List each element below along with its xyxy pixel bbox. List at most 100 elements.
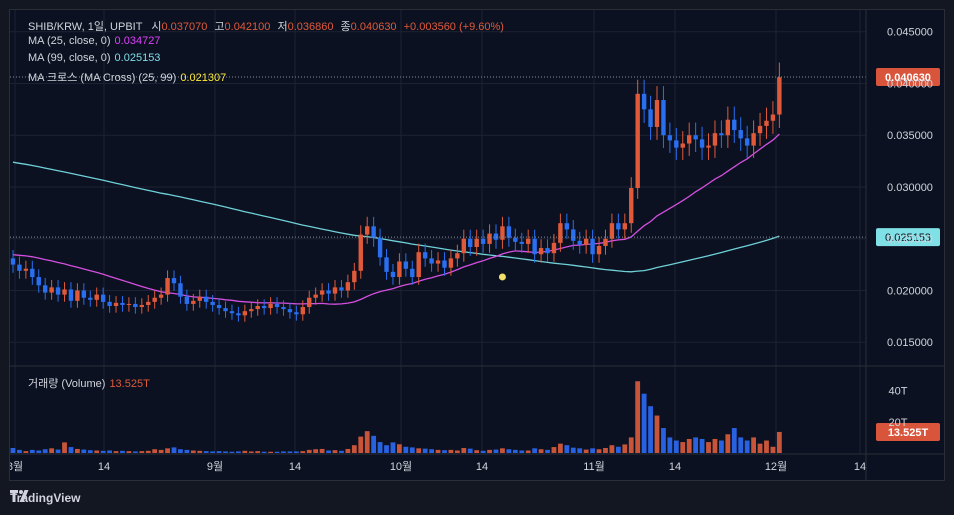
candle-body (81, 290, 87, 298)
ma99-label: MA (99, close, 0) (28, 52, 111, 64)
ma25-legend[interactable]: MA (25, close, 0) 0.034727 (28, 35, 160, 47)
candle-body (319, 290, 325, 295)
high-label: 고 (214, 21, 225, 33)
candle-body (403, 261, 409, 269)
ma25-value: 0.034727 (114, 35, 161, 47)
low-value: 0.036860 (287, 21, 334, 33)
candle-body (371, 226, 376, 238)
volume-bar (706, 442, 711, 453)
candle-body (126, 303, 132, 305)
candle-body (358, 234, 363, 271)
candle-body (120, 302, 125, 305)
volume-bar (429, 449, 434, 453)
y-tick-label: 0.020000 (887, 285, 933, 297)
volume-bar (403, 446, 409, 453)
volume-bar (590, 448, 595, 453)
volume-bar (448, 449, 454, 453)
volume-tag-label: 13.525T (888, 427, 929, 439)
volume-bar (203, 451, 209, 453)
candle-body (307, 297, 312, 308)
candle-body (326, 290, 331, 294)
volume-bar (326, 450, 331, 453)
y-tick-label: 0.035000 (887, 130, 933, 142)
volume-bar (229, 451, 235, 453)
candle-body (268, 303, 273, 309)
volume-bar (364, 431, 370, 453)
volume-bar (603, 448, 608, 453)
candle-body (204, 296, 209, 302)
low-label: 저 (277, 21, 288, 33)
volume-bar (274, 451, 280, 453)
candle-body (680, 143, 685, 148)
last-price-tag-label: 0.040630 (885, 72, 931, 84)
volume-bar (152, 449, 158, 453)
candle-body (255, 306, 260, 310)
candle-body (538, 248, 544, 255)
volume-bar (493, 449, 499, 453)
candle-body (17, 264, 22, 271)
candle-body (551, 242, 557, 254)
volume-bar (435, 449, 441, 453)
volume-bar (635, 381, 641, 453)
candle-body (68, 289, 74, 301)
candle-body (294, 312, 299, 315)
candle-body (229, 311, 235, 314)
ma25-line (12, 133, 780, 305)
candle-body (184, 296, 190, 304)
volume-bar (197, 450, 203, 453)
candle-body (667, 135, 673, 141)
candle-body (500, 226, 505, 240)
ma99-price-tag-label: 0.025153 (885, 232, 931, 244)
candle-body (641, 93, 647, 110)
candle-body (635, 93, 640, 189)
candle-body (770, 114, 776, 121)
candle-body (274, 303, 280, 308)
candle-body (249, 309, 254, 312)
candle-body (313, 294, 318, 298)
volume-bar (281, 451, 286, 453)
high-value: 0.042100 (224, 21, 271, 33)
volume-bar (36, 450, 42, 453)
volume-bar (68, 447, 74, 453)
ma25-layer (12, 133, 780, 305)
candle-body (377, 237, 383, 258)
volume-tick-label: 40T (889, 386, 908, 398)
ma-cross-legend[interactable]: MA 크로스 (MA Cross) (25, 99) 0.021307 (28, 69, 226, 85)
volume-legend[interactable]: 거래량 (Volume) 13.525T (28, 375, 150, 391)
volume-bar (654, 415, 660, 453)
volume-bar (480, 450, 486, 453)
chart-canvas[interactable]: 0.040630 0.025153 13.525T 0.045000 0.040000… (10, 10, 944, 480)
candle-body (732, 119, 737, 131)
candle-body (487, 233, 492, 244)
volume-bar (358, 436, 364, 453)
tradingview-brand[interactable]: TradingView (10, 489, 80, 507)
candle-body (62, 289, 67, 295)
ma99-line (12, 161, 780, 273)
candle-body (94, 294, 99, 300)
volume-layer (10, 381, 782, 453)
volume-bar (667, 437, 673, 453)
candle-body (435, 260, 441, 264)
tradingview-logo-icon (10, 490, 29, 502)
candle-body (577, 240, 582, 245)
candle-body (519, 241, 524, 244)
volume-bar (545, 449, 550, 453)
volume-bar (107, 450, 112, 453)
candle-body (171, 278, 177, 284)
y-tick-label: 0.015000 (887, 337, 933, 349)
volume-bar (442, 450, 447, 453)
volume-bar (75, 448, 80, 453)
open-label: 시 (151, 21, 162, 33)
ma99-value: 0.025153 (114, 52, 161, 64)
chart-pane[interactable]: 0.040630 0.025153 13.525T 0.045000 0.040000… (9, 9, 945, 481)
volume-bar (519, 450, 525, 453)
candle-body (332, 287, 338, 294)
volume-bar (719, 440, 724, 453)
volume-bar (371, 435, 377, 453)
candle-body (616, 223, 621, 230)
volume-bar (351, 445, 357, 453)
ma99-legend[interactable]: MA (99, close, 0) 0.025153 (28, 52, 160, 64)
volume-bar (512, 449, 518, 453)
volume-bar (725, 434, 731, 453)
volume-bar (287, 451, 293, 453)
